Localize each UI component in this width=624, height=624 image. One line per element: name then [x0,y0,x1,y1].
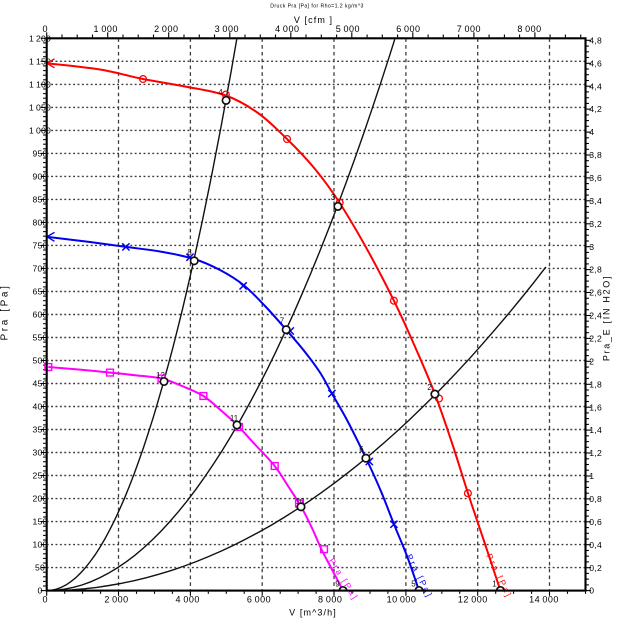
svg-text:Pra_E [IN H2O]: Pra_E [IN H2O] [602,275,612,361]
svg-text:9: 9 [335,579,340,588]
svg-text:8 000: 8 000 [318,595,342,605]
svg-text:250: 250 [32,471,47,481]
svg-text:2,4: 2,4 [589,311,602,321]
svg-text:0: 0 [37,586,42,596]
svg-text:8: 8 [187,248,192,257]
svg-text:3,4: 3,4 [589,196,602,206]
svg-text:0,2: 0,2 [589,563,602,573]
svg-text:6 000: 6 000 [247,595,271,605]
svg-text:0: 0 [42,24,48,34]
svg-text:150: 150 [32,517,47,527]
svg-text:1 100: 1 100 [29,80,51,90]
svg-text:550: 550 [32,333,47,343]
svg-text:4,2: 4,2 [589,104,602,114]
svg-text:1,4: 1,4 [589,425,602,435]
svg-text:2: 2 [427,383,432,392]
svg-text:7 000: 7 000 [457,24,481,34]
svg-text:Pra [Pa]: Pra [Pa] [0,284,11,341]
svg-text:3,2: 3,2 [589,219,602,229]
svg-text:4: 4 [589,127,594,137]
svg-text:4: 4 [218,88,223,97]
svg-text:3,6: 3,6 [589,173,602,183]
svg-text:1,8: 1,8 [589,379,602,389]
svg-text:4,4: 4,4 [589,81,602,91]
svg-text:900: 900 [32,172,47,182]
svg-text:2 000: 2 000 [154,24,178,34]
svg-text:5: 5 [411,579,416,588]
svg-text:0: 0 [589,586,594,596]
svg-text:1 150: 1 150 [29,56,51,66]
svg-text:2: 2 [589,356,594,366]
svg-text:0,8: 0,8 [589,494,602,504]
svg-text:0,6: 0,6 [589,517,602,527]
svg-text:700: 700 [32,264,47,274]
svg-text:12: 12 [156,371,165,380]
svg-text:1,6: 1,6 [589,402,602,412]
svg-text:1: 1 [589,471,594,481]
svg-text:3: 3 [331,193,336,202]
svg-text:11: 11 [230,414,239,423]
svg-text:1: 1 [492,579,497,588]
svg-text:400: 400 [32,402,47,412]
svg-text:10 000: 10 000 [387,595,417,605]
svg-text:Druck Pra [Pa] for Rho=1.2 kg/: Druck Pra [Pa] for Rho=1.2 kg/m^3 [270,4,364,10]
svg-text:V [m^3/h]: V [m^3/h] [289,607,337,617]
svg-text:800: 800 [32,218,47,228]
svg-text:14 000: 14 000 [529,595,559,605]
svg-text:10: 10 [296,497,305,506]
svg-text:6 000: 6 000 [396,24,420,34]
svg-text:1,2: 1,2 [589,448,602,458]
svg-text:1 000: 1 000 [29,126,51,136]
svg-text:200: 200 [32,494,47,504]
svg-text:4 000: 4 000 [176,595,200,605]
svg-text:2,2: 2,2 [589,334,602,344]
svg-text:1 200: 1 200 [29,33,51,43]
svg-text:8 000: 8 000 [517,24,541,34]
svg-text:2 000: 2 000 [104,595,128,605]
svg-text:600: 600 [32,310,47,320]
svg-text:1 050: 1 050 [29,103,51,113]
svg-text:650: 650 [32,287,47,297]
svg-text:100: 100 [32,540,47,550]
svg-text:4 000: 4 000 [275,24,299,34]
svg-text:3,8: 3,8 [589,150,602,160]
svg-text:2,6: 2,6 [589,288,602,298]
svg-text:750: 750 [32,241,47,251]
svg-text:0: 0 [42,595,48,605]
svg-text:450: 450 [32,379,47,389]
svg-text:2,8: 2,8 [589,265,602,275]
svg-text:500: 500 [32,356,47,366]
svg-text:3: 3 [589,242,594,252]
svg-text:V [cfm ]: V [cfm ] [294,15,333,25]
svg-text:1 000: 1 000 [94,24,118,34]
svg-text:3 000: 3 000 [215,24,239,34]
svg-text:950: 950 [32,149,47,159]
svg-text:4,6: 4,6 [589,58,602,68]
svg-text:4,8: 4,8 [589,35,602,45]
svg-text:7: 7 [280,317,285,326]
svg-text:12 000: 12 000 [458,595,488,605]
svg-text:0,4: 0,4 [589,540,602,550]
svg-text:850: 850 [32,195,47,205]
svg-text:5 000: 5 000 [336,24,360,34]
svg-text:50: 50 [35,563,45,573]
svg-text:300: 300 [32,448,47,458]
svg-text:6: 6 [359,445,364,454]
svg-text:350: 350 [32,425,47,435]
